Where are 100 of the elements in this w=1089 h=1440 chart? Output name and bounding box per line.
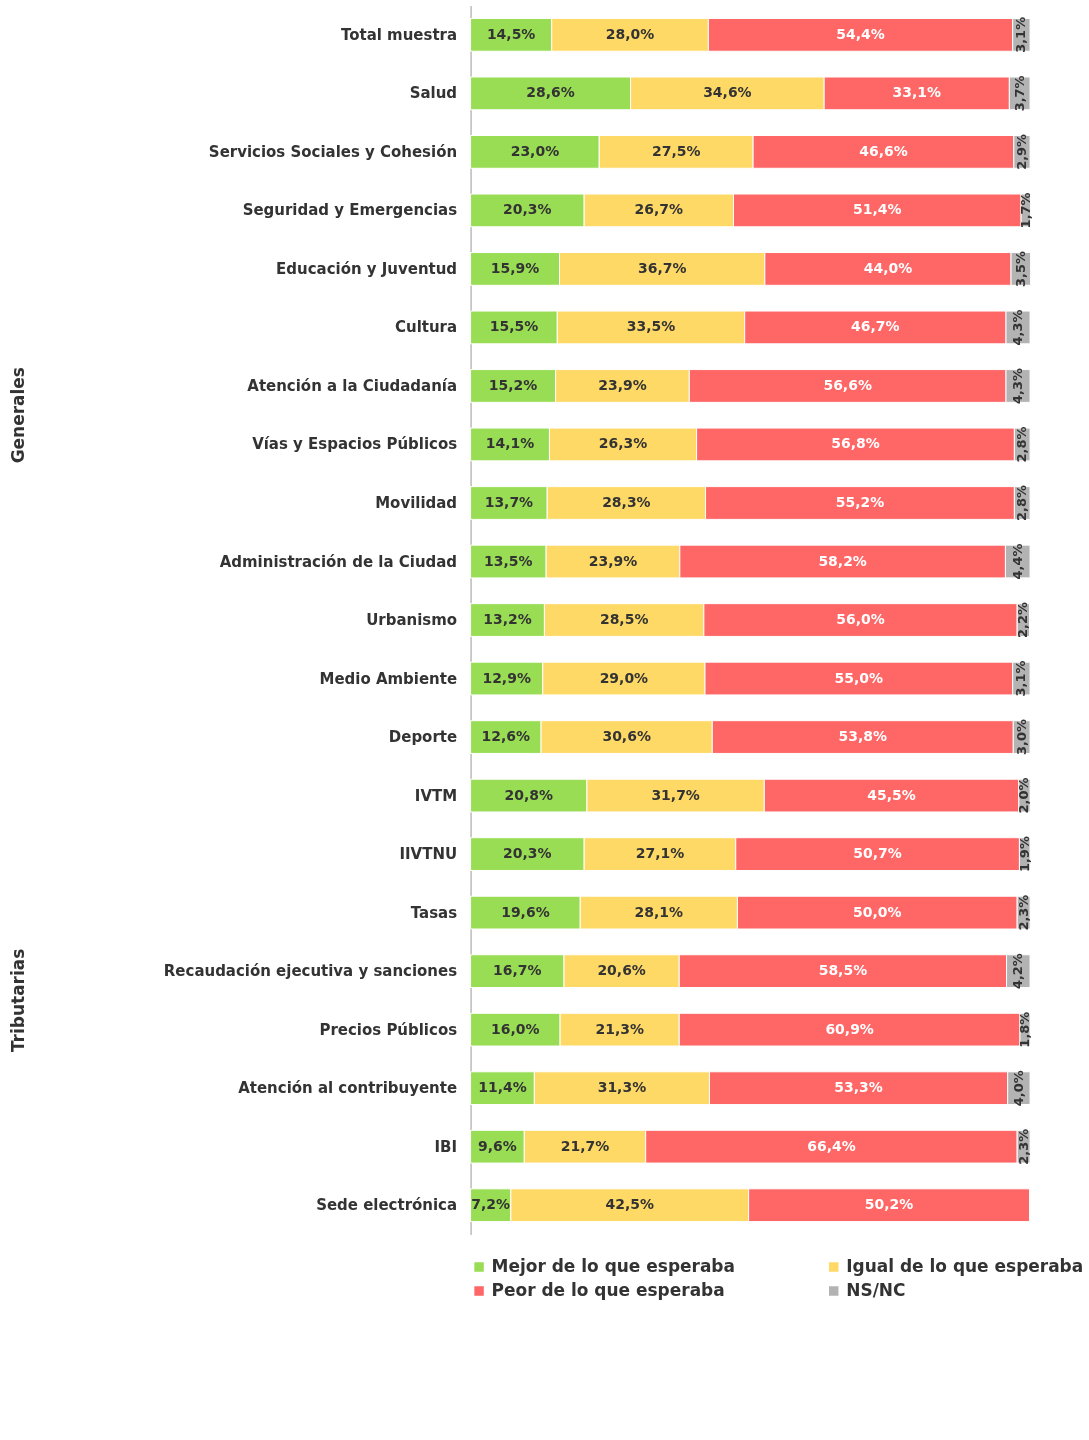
data-label: 20,8% <box>504 786 553 803</box>
data-label: 3,5% <box>1012 250 1028 287</box>
data-label: 7,2% <box>471 1196 511 1213</box>
data-label: 9,6% <box>478 1137 517 1154</box>
y-tick-label: Urbanismo <box>366 611 458 630</box>
data-label: 55,0% <box>834 669 884 686</box>
data-label: 27,5% <box>651 142 701 159</box>
data-label: 23,9% <box>598 376 647 393</box>
data-label: 54,4% <box>836 25 885 42</box>
data-label: 34,6% <box>703 84 752 101</box>
data-label: 66,4% <box>807 1137 856 1154</box>
data-label: 13,2% <box>483 611 532 628</box>
data-label: 28,1% <box>634 903 684 920</box>
data-label: 4,2% <box>1010 953 1026 990</box>
y-tick-label: Sede electrónica <box>316 1196 458 1215</box>
data-label: 53,8% <box>838 728 887 745</box>
data-label: 2,3% <box>1015 1128 1031 1165</box>
data-label: 55,2% <box>835 493 885 510</box>
data-label: 2,9% <box>1013 133 1029 170</box>
y-tick-label: Educación y Juventud <box>276 259 458 278</box>
y-tick-label: Servicios Sociales y Cohesión <box>208 142 458 161</box>
data-label: 36,7% <box>637 259 687 276</box>
y-tick-label: Atención a la Ciudadanía <box>247 376 458 395</box>
y-tick-label: Vías y Espacios Públicos <box>252 435 458 454</box>
data-label: 12,9% <box>482 669 531 686</box>
y-tick-label: IVTM <box>414 786 458 805</box>
legend-label: Igual de lo que esperaba <box>846 1255 1084 1276</box>
data-label: 3,1% <box>1013 16 1029 53</box>
y-tick-label: IBI <box>434 1137 458 1156</box>
data-label: 46,7% <box>851 318 900 335</box>
data-label: 28,0% <box>605 25 655 42</box>
data-label: 20,6% <box>597 962 646 979</box>
text: Generales <box>7 367 28 464</box>
y-tick-label: Cultura <box>395 318 458 337</box>
data-label: 28,6% <box>526 84 575 101</box>
y-tick-label: Tasas <box>410 903 458 922</box>
data-label: 2,8% <box>1014 485 1030 521</box>
data-label: 16,7% <box>493 962 542 979</box>
data-label: 56,0% <box>836 611 885 628</box>
data-label: 1,8% <box>1017 1011 1033 1048</box>
text: Tributarias <box>7 948 28 1053</box>
data-label: 30,6% <box>602 728 651 745</box>
data-label: 45,5% <box>867 786 916 803</box>
data-label: 50,2% <box>864 1196 914 1213</box>
data-label: 2,8% <box>1014 426 1030 463</box>
y-tick-label: Atención al contribuyente <box>238 1079 458 1098</box>
data-label: 15,5% <box>489 318 539 335</box>
data-label: 14,5% <box>486 25 536 42</box>
data-label: 33,1% <box>892 84 941 101</box>
data-label: 14,1% <box>485 435 535 452</box>
y-tick-label: IIVTNU <box>399 845 458 864</box>
data-label: 33,5% <box>626 318 676 335</box>
data-label: 19,6% <box>501 903 550 920</box>
data-label: 31,7% <box>651 786 700 803</box>
y-tick-label: Precios Públicos <box>319 1020 458 1039</box>
data-label: 23,0% <box>510 142 560 159</box>
y-tick-label: Recaudación ejecutiva y sanciones <box>163 962 458 981</box>
data-label: 27,1% <box>635 845 685 862</box>
data-label: 15,9% <box>490 259 540 276</box>
data-label: 58,5% <box>818 962 868 979</box>
y-tick-label: Total muestra <box>341 25 458 44</box>
data-label: 2,2% <box>1015 602 1031 639</box>
legend-label: Peor de lo que esperaba <box>491 1279 725 1300</box>
data-label: 3,7% <box>1011 75 1027 112</box>
data-label: 31,3% <box>597 1079 647 1096</box>
y-tick-label: Seguridad y Emergencias <box>242 201 458 220</box>
data-label: 15,2% <box>488 376 538 393</box>
data-label: 46,6% <box>859 142 908 159</box>
data-label: 44,0% <box>863 259 913 276</box>
legend-label: NS/NC <box>846 1279 906 1300</box>
data-label: 56,8% <box>831 435 880 452</box>
data-label: 26,3% <box>598 435 648 452</box>
y-tick-label: Salud <box>409 84 458 103</box>
data-label: 56,6% <box>823 376 872 393</box>
y-tick-label: Deporte <box>388 728 458 747</box>
legend-label: Mejor de lo que esperaba <box>491 1255 735 1276</box>
data-label: 28,3% <box>602 493 651 510</box>
data-label: 20,3% <box>503 845 552 862</box>
data-label: 60,9% <box>825 1020 874 1037</box>
data-label: 3,1% <box>1013 660 1029 697</box>
data-label: 51,4% <box>853 201 902 218</box>
data-label: 1,7% <box>1017 192 1033 229</box>
data-label: 21,3% <box>595 1020 644 1037</box>
y-tick-label: Medio Ambiente <box>319 669 458 688</box>
data-label: 58,2% <box>818 552 867 569</box>
data-label: 4,0% <box>1010 1070 1026 1107</box>
data-label: 42,5% <box>605 1196 654 1213</box>
data-label: 3,0% <box>1013 719 1029 756</box>
data-label: 28,5% <box>599 611 649 628</box>
data-label: 4,3% <box>1010 367 1026 404</box>
data-label: 23,9% <box>588 552 638 569</box>
data-label: 50,7% <box>853 845 902 862</box>
data-label: 16,0% <box>491 1020 540 1037</box>
data-label: 13,5% <box>484 552 533 569</box>
data-label: 2,0% <box>1016 777 1032 814</box>
data-label: 50,0% <box>853 903 902 920</box>
data-label: 29,0% <box>599 669 649 686</box>
data-label: 4,4% <box>1009 543 1025 580</box>
y-tick-label: Movilidad <box>375 493 458 512</box>
data-label: 12,6% <box>481 728 531 745</box>
